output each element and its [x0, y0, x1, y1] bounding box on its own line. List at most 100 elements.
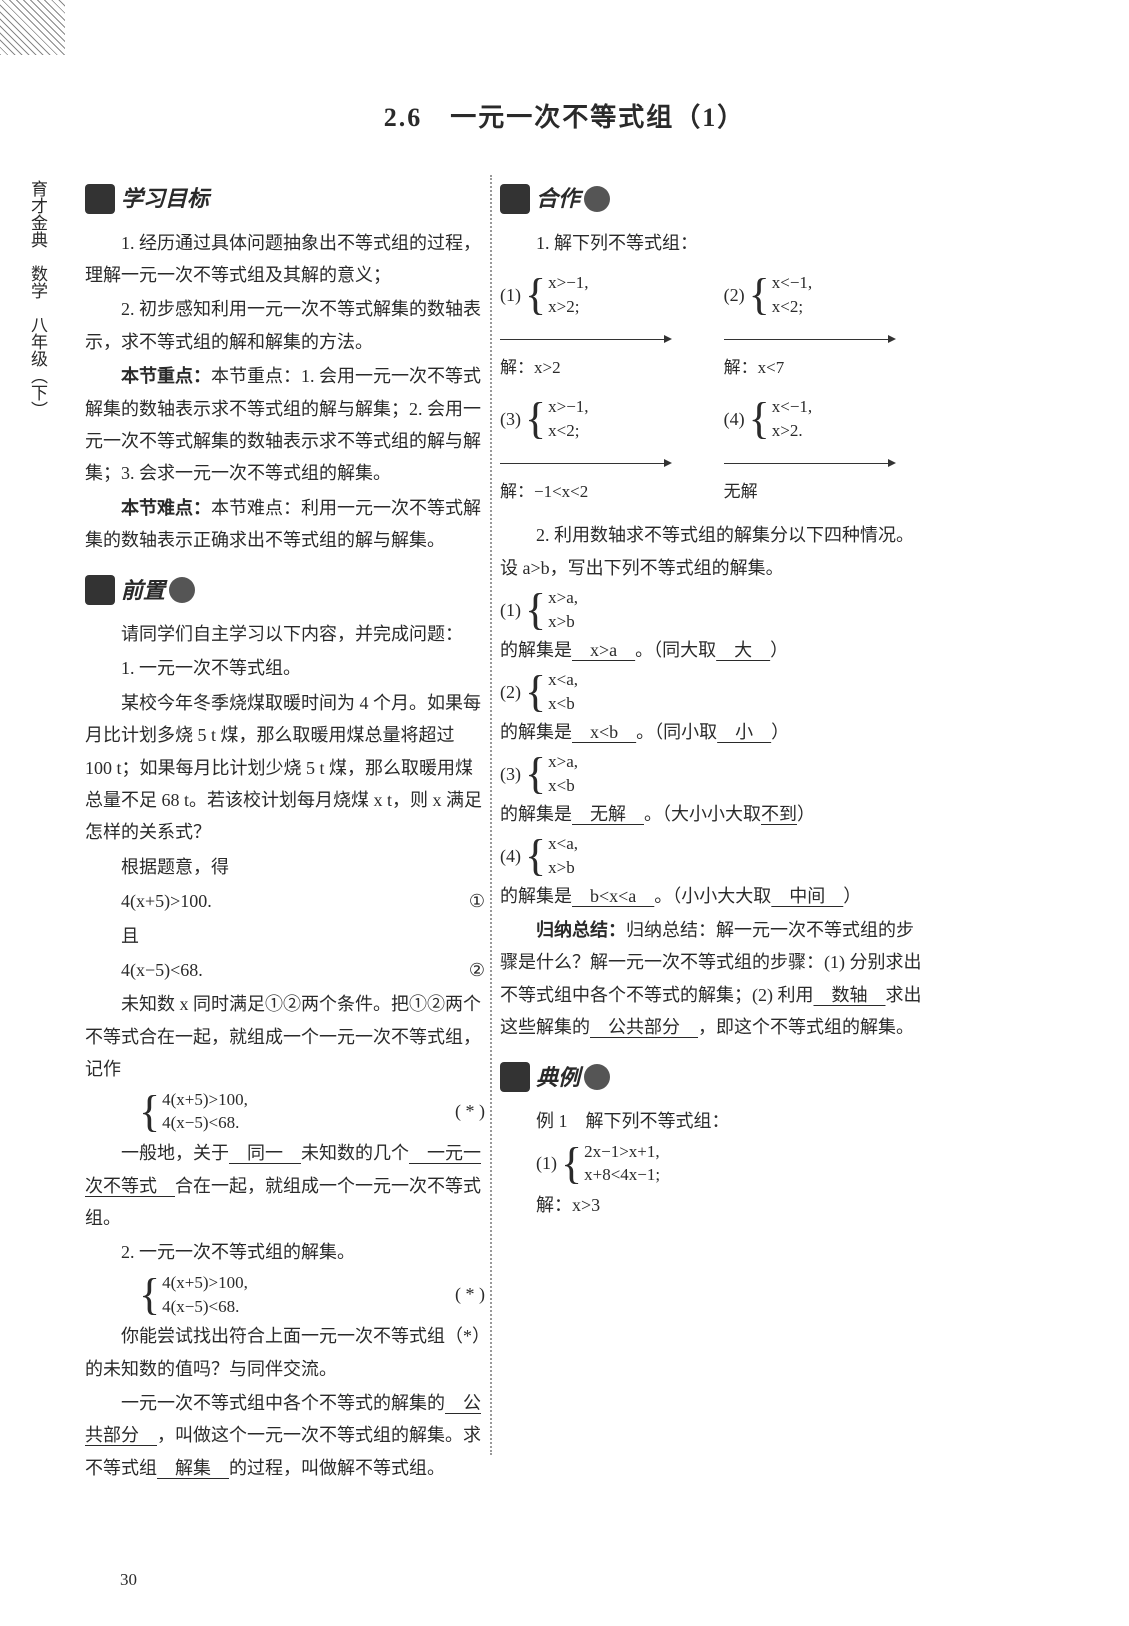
derive-intro: 根据题意，得	[85, 851, 485, 883]
example-title: 例 1 解下列不等式组：	[500, 1105, 930, 1137]
ans-1: 解：x>2	[500, 353, 561, 384]
number-line-1	[500, 329, 670, 349]
brace-icon-2: {	[139, 1277, 160, 1312]
summary: 归纳总结：归纳总结：解一元一次不等式组的步骤是什么？解一元一次不等式组的步骤：(…	[500, 914, 930, 1044]
system-2: { 4(x+5)>100, 4(x−5)<68. ( * )	[85, 1271, 485, 1319]
q2-b: x<2;	[772, 295, 812, 319]
blank-solset: 解集	[157, 1458, 229, 1478]
system-q1: (1) { x>−1, x>2; 解：x>2	[500, 271, 706, 383]
r3-u2: 不到	[761, 804, 797, 824]
column-divider	[490, 175, 492, 1455]
r4-t1: 的解集是	[500, 886, 572, 906]
equation-1: 4(x+5)>100. ①	[121, 885, 485, 917]
section-example: 典例	[500, 1058, 930, 1098]
r3-num: (3)	[500, 758, 521, 790]
example-1-ans: 解：x>3	[536, 1189, 930, 1221]
section-goals: 学习目标	[85, 179, 485, 219]
sys2-line1: 4(x+5)>100,	[162, 1271, 248, 1295]
q2-a: x<−1,	[772, 271, 812, 295]
circle-badge-icon-3	[584, 1064, 610, 1090]
def-b: 未知数的几个	[301, 1143, 409, 1163]
try-text: 你能尝试找出符合上面一元一次不等式组（*）的未知数的值吗？与同伴交流。	[85, 1320, 485, 1385]
example-1: (1) { 2x−1>x+1, x+8<4x−1;	[536, 1140, 930, 1188]
r1-t2: 。（同大取	[635, 640, 716, 660]
ex1-num: (1)	[536, 1147, 557, 1179]
r4-a: x<a,	[548, 832, 578, 856]
q1-b: x>2;	[548, 295, 588, 319]
sum-c: ，即这个不等式组的解集。	[698, 1017, 914, 1037]
systems-row-1: (1) { x>−1, x>2; 解：x>2 (2) { x<−1, x<2; …	[500, 271, 930, 383]
ans-2: 解：x<7	[724, 353, 785, 384]
q3-num: (3)	[500, 403, 521, 435]
r2-a: x<a,	[548, 668, 578, 692]
sys1-line2: 4(x−5)<68.	[162, 1111, 248, 1135]
r1-a: x>a,	[548, 586, 578, 610]
blank-same: 同一	[229, 1143, 301, 1163]
book-icon	[500, 1062, 530, 1092]
sol-a: 一元一次不等式组中各个不等式的解集的	[121, 1393, 445, 1413]
combine-text: 未知数 x 同时满足①②两个条件。把①②两个不等式合在一起，就组成一个一元一次不…	[85, 988, 485, 1085]
prep-1-title: 1. 一元一次不等式组。	[85, 652, 485, 684]
section-prep: 前置	[85, 571, 485, 611]
eq2-text: 4(x−5)<68.	[121, 954, 203, 986]
q4-b: x>2.	[772, 419, 812, 443]
def-a: 一般地，关于	[121, 1143, 229, 1163]
r3-t1: 的解集是	[500, 804, 572, 824]
section-example-label: 典例	[536, 1058, 580, 1098]
q3-b: x<2;	[548, 419, 588, 443]
star-2: ( * )	[455, 1278, 485, 1310]
ex1-a: 2x−1>x+1,	[584, 1140, 660, 1164]
r3-t3: ）	[797, 804, 815, 824]
r1-t3: ）	[770, 640, 788, 660]
r2-t3: ）	[771, 722, 789, 742]
q4-a: x<−1,	[772, 395, 812, 419]
system-q2: (2) { x<−1, x<2; 解：x<7	[724, 271, 930, 383]
ex1-b: x+8<4x−1;	[584, 1163, 660, 1187]
r1-num: (1)	[500, 594, 521, 626]
prep-2-title: 2. 一元一次不等式组的解集。	[85, 1236, 485, 1268]
section-coop-label: 合作	[536, 179, 580, 219]
brace-icon: {	[139, 1094, 160, 1129]
equation-2: 4(x−5)<68. ②	[121, 954, 485, 986]
r3-b: x<b	[548, 774, 578, 798]
ans-3: 解：−1<x<2	[500, 477, 588, 508]
and-text: 且	[121, 920, 485, 952]
r2-b: x<b	[548, 692, 578, 716]
sol-c: 的过程，叫做解不等式组。	[229, 1458, 445, 1478]
spine-text: 育才金典 数学 八年级（下）	[28, 180, 48, 418]
rule-2: (2) { x<a, x<b 的解集是 x<b 。（同小取 小 ）	[500, 668, 930, 748]
star-1: ( * )	[455, 1095, 485, 1127]
rule-1: (1) { x>a, x>b 的解集是 x>a 。（同大取 大 ）	[500, 586, 930, 666]
difficulty-text: 本节难点：本节难点：利用一元一次不等式解集的数轴表示正确求出不等式组的解与解集。	[85, 492, 485, 557]
goal-1: 1. 经历通过具体问题抽象出不等式组的过程，理解一元一次不等式组及其解的意义；	[85, 227, 485, 292]
definition-text: 一般地，关于 同一 未知数的几个 一元一次不等式 合在一起，就组成一个一元一次不…	[85, 1137, 485, 1234]
section-coop: 合作	[500, 179, 930, 219]
q1-a: x>−1,	[548, 271, 588, 295]
goal-2: 2. 初步感知利用一元一次不等式解集的数轴表示，求不等式组的解和解集的方法。	[85, 293, 485, 358]
page-number: 30	[120, 1565, 137, 1596]
pencil-icon	[85, 184, 115, 214]
r1-u2: 大	[716, 640, 770, 660]
system-1: { 4(x+5)>100, 4(x−5)<68. ( * )	[85, 1088, 485, 1136]
circled-2: ②	[469, 954, 485, 986]
q1-num: (1)	[500, 279, 521, 311]
eq1-text: 4(x+5)>100.	[121, 885, 212, 917]
q3-a: x>−1,	[548, 395, 588, 419]
focus-text: 本节重点：本节重点：1. 会用一元一次不等式解集的数轴表示求不等式组的解与解集；…	[85, 360, 485, 490]
sum-u1: 数轴	[814, 985, 886, 1005]
r3-t2: 。（大小小大取	[644, 804, 761, 824]
ans-4: 无解	[724, 477, 758, 508]
word-problem: 某校今年冬季烧煤取暖时间为 4 个月。如果每月比计划多烧 5 t 煤，那么取暖用…	[85, 687, 485, 849]
sum-u2: 公共部分	[590, 1017, 698, 1037]
r2-u1: x<b	[572, 722, 636, 742]
r3-a: x>a,	[548, 750, 578, 774]
rule-3: (3) { x>a, x<b 的解集是 无解 。（大小小大取不到）	[500, 750, 930, 830]
page-title: 2.6 一元一次不等式组（1）	[0, 95, 1129, 142]
section-prep-label: 前置	[121, 571, 165, 611]
r4-t3: ）	[843, 886, 861, 906]
left-column: 学习目标 1. 经历通过具体问题抽象出不等式组的过程，理解一元一次不等式组及其解…	[85, 165, 485, 1486]
circle-badge-icon	[169, 577, 195, 603]
system-q4: (4) { x<−1, x>2. 无解	[724, 395, 930, 507]
system-q3: (3) { x>−1, x<2; 解：−1<x<2	[500, 395, 706, 507]
number-line-4	[724, 453, 894, 473]
